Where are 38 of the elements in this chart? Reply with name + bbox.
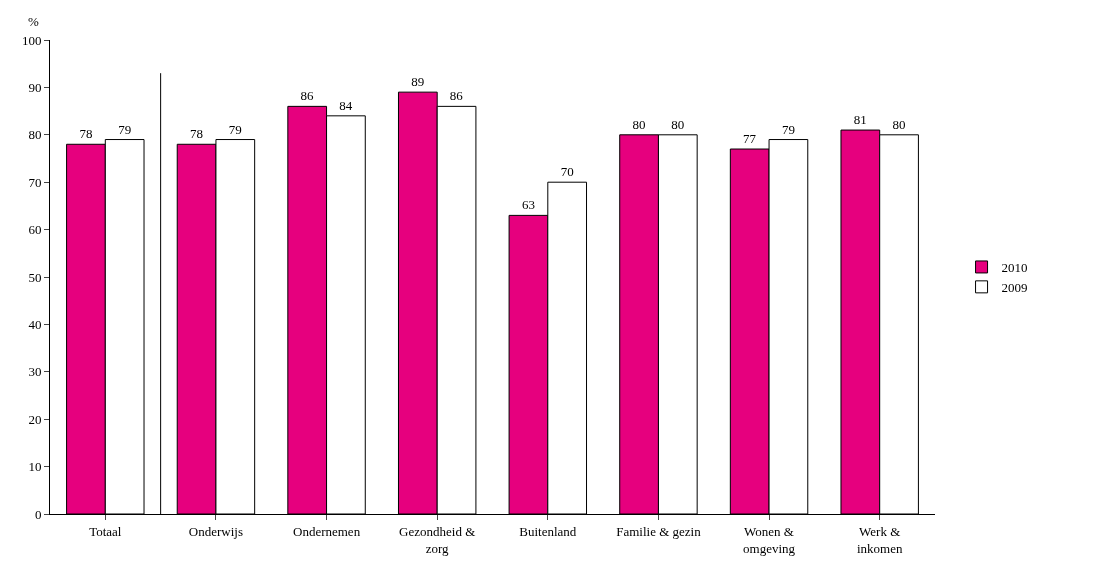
data-label: 81 <box>853 112 867 128</box>
y-tick-label: 30 <box>28 364 42 380</box>
data-label: 78 <box>79 126 93 142</box>
x-tick-label: Gezondheid & zorg <box>399 523 476 556</box>
data-label: 86 <box>300 88 314 104</box>
y-tick-label: 40 <box>28 316 42 332</box>
x-tick-label: Onderwijs <box>188 523 244 539</box>
y-tick-label: 90 <box>28 79 42 95</box>
y-tick-label: 0 <box>34 506 42 522</box>
y-tick-label: 10 <box>28 459 42 475</box>
x-tick-label: Werk & inkomen <box>856 523 903 556</box>
data-label: 79 <box>118 121 132 137</box>
data-label: 84 <box>339 97 353 113</box>
y-axis-title: % <box>28 14 39 29</box>
y-tick-label: 100 <box>21 32 42 48</box>
y-tick-label: 20 <box>28 411 42 427</box>
data-label: 86 <box>449 88 464 104</box>
data-label: 80 <box>671 116 685 132</box>
y-tick-label: 70 <box>28 174 42 190</box>
data-label: 79 <box>228 121 242 137</box>
x-tick-label: Buitenland <box>519 523 577 539</box>
data-label: 79 <box>781 121 795 137</box>
data-label: 80 <box>632 116 646 132</box>
data-label: 78 <box>190 126 204 142</box>
legend-label: 2010 <box>1001 260 1028 276</box>
data-label: 77 <box>742 131 757 147</box>
data-label: 70 <box>560 164 574 180</box>
x-tick-label: Totaal <box>89 523 122 539</box>
legend-label: 2009 <box>1001 279 1028 295</box>
x-tick-label: Wonen & omgeving <box>743 523 796 556</box>
y-tick-label: 60 <box>28 222 42 238</box>
data-label: 80 <box>892 116 906 132</box>
x-tick-label: Familie & gezin <box>616 523 702 539</box>
y-tick-label: 50 <box>28 269 42 285</box>
x-tick-label: Ondernemen <box>292 523 361 539</box>
data-label: 89 <box>411 74 425 90</box>
y-tick-label: 80 <box>28 127 42 143</box>
data-label: 63 <box>521 197 535 213</box>
